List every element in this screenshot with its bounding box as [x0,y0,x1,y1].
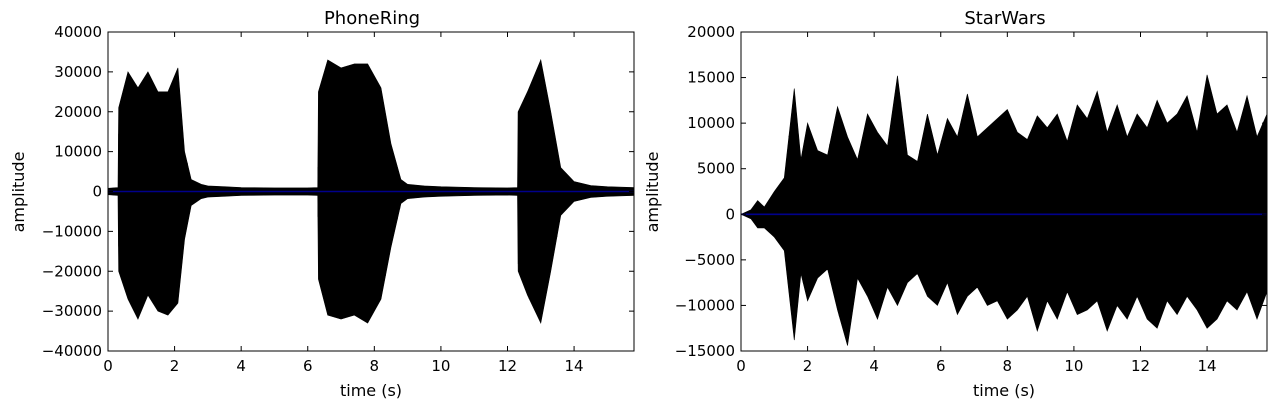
chart-title: PhoneRing [324,8,420,29]
x-tick-label: 12 [1131,357,1150,375]
axes: 0 2 4 6 8 10 12 14 −40000 −30000 −20000 −10000 0 1000… [42,23,635,375]
y-tick-label: 40000 [54,23,102,41]
y-tick-label: 0 [92,183,102,201]
x-tick-label: 6 [936,357,946,375]
x-tick-label: 8 [1003,357,1013,375]
y-axis-label: amplitude [9,152,28,233]
chart-title: StarWars [964,8,1045,29]
plot-frame [740,31,1268,352]
y-tick-label: −10000 [675,296,735,314]
phonering-chart: PhoneRing 0 2 4 6 8 10 12 14 −40000 −30000 −20000 −… [9,8,635,400]
x-axis-label: time (s) [973,381,1035,400]
starwars-chart: StarWars 0 2 4 6 8 10 12 14 −15000 −10000 −5000 0 50… [643,8,1268,400]
y-tick-label: 10000 [54,143,102,161]
axes: 0 2 4 6 8 10 12 14 −15000 −10000 −5000 0 5000 10000 15… [675,23,1268,375]
waveform-trace [108,66,634,320]
y-tick-label: −20000 [42,262,102,280]
x-tick-label: 2 [803,357,813,375]
y-tick-label: −30000 [42,302,102,320]
x-tick-label: 4 [869,357,879,375]
x-tick-label: 0 [103,357,113,375]
y-tick-label: 20000 [54,103,102,121]
y-tick-label: −5000 [684,251,735,269]
x-tick-label: 2 [170,357,180,375]
y-tick-label: 20000 [687,23,735,41]
x-tick-label: 6 [303,357,313,375]
y-tick-label: 15000 [687,69,735,87]
x-tick-label: 4 [236,357,246,375]
x-tick-label: 12 [498,357,517,375]
x-tick-label: 0 [736,357,746,375]
x-tick-label: 14 [1198,357,1217,375]
x-axis-label: time (s) [340,381,402,400]
y-axis-label: amplitude [643,152,662,233]
y-tick-label: −40000 [42,342,102,360]
y-tick-label: −15000 [675,342,735,360]
y-tick-label: 0 [725,205,735,223]
y-tick-label: −10000 [42,222,102,240]
waveform-area [741,74,1267,346]
x-tick-label: 14 [565,357,584,375]
x-tick-label: 10 [431,357,450,375]
y-tick-label: 30000 [54,63,102,81]
waveform-area [108,58,634,325]
x-tick-label: 8 [370,357,380,375]
x-tick-label: 10 [1064,357,1083,375]
y-tick-label: 10000 [687,114,735,132]
y-tick-label: 5000 [697,160,735,178]
